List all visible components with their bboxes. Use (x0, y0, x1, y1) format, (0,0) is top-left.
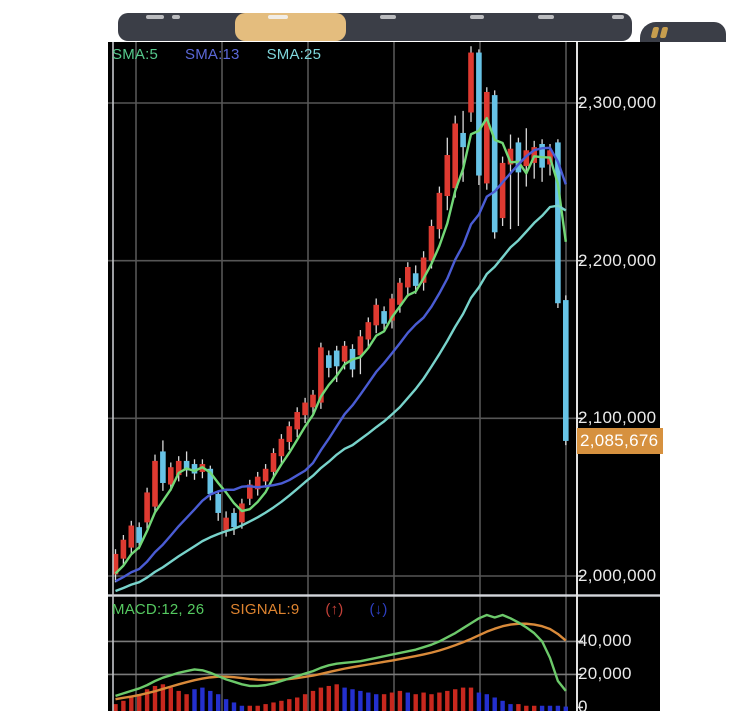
chart-area[interactable]: SMA:5 SMA:13 SMA:25 MACD:12, 26 SIGNAL:9… (108, 42, 663, 711)
sma-legend: SMA:5 SMA:13 SMA:25 (112, 46, 321, 63)
gold-icon (650, 27, 670, 38)
top-right-button[interactable] (640, 22, 726, 42)
candlestick-macd-chart[interactable] (108, 42, 660, 711)
signal-legend-label: SIGNAL:9 (230, 601, 300, 618)
sma5-legend-label: SMA:5 (112, 46, 159, 63)
top-bar (0, 0, 734, 42)
macd-axis-label: 0 (578, 697, 588, 711)
active-period-segment[interactable] (235, 13, 346, 41)
price-axis-label: 2,200,000 (578, 250, 657, 270)
cropped-glyph-fragment (146, 15, 164, 19)
current-price-badge: 2,085,676 (577, 427, 663, 454)
hist-up-legend-label: (↑) (325, 601, 344, 618)
sma25-legend-label: SMA:25 (266, 46, 322, 63)
price-axis-label: 2,100,000 (578, 408, 657, 428)
cropped-glyph-fragment (538, 15, 554, 19)
cropped-glyph-fragment (268, 15, 288, 19)
cropped-glyph-fragment (612, 15, 624, 19)
macd-legend-label: MACD:12, 26 (112, 601, 205, 618)
macd-axis-label: 40,000 (578, 631, 632, 651)
cropped-glyph-fragment (470, 15, 484, 19)
price-axis-label: 2,300,000 (578, 93, 657, 112)
price-axis-label: 2,000,000 (578, 566, 657, 585)
cropped-glyph-fragment (380, 15, 396, 19)
period-segmented-control[interactable] (118, 13, 632, 41)
cropped-glyph-fragment (172, 15, 180, 19)
macd-legend: MACD:12, 26 SIGNAL:9 (↑) (↓) (112, 601, 388, 618)
macd-axis-label: 20,000 (578, 664, 632, 684)
hist-down-legend-label: (↓) (369, 601, 388, 618)
sma13-legend-label: SMA:13 (185, 46, 240, 63)
